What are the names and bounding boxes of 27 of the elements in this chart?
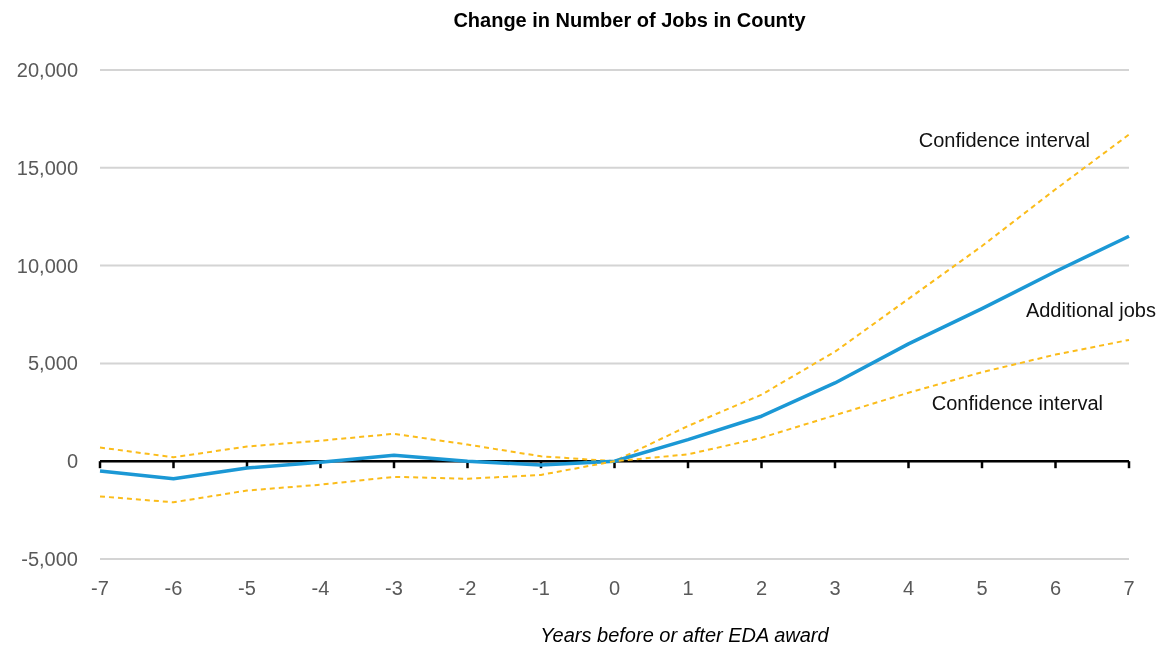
series-label: Confidence interval [931, 391, 1103, 414]
y-tick-label: 5,000 [27, 352, 78, 375]
x-tick-label: 0 [608, 577, 621, 599]
y-tick-label: 10,000 [16, 254, 78, 277]
x-tick-label: -3 [385, 577, 403, 599]
y-tick-label: 15,000 [16, 156, 78, 179]
x-tick-label: -7 [91, 577, 109, 599]
x-axis-title: Years before or after EDA award [540, 624, 830, 646]
line-series [99, 338, 1130, 504]
series-label: Confidence interval [918, 128, 1090, 151]
x-tick-label: 6 [1049, 577, 1062, 599]
x-tick-label: 3 [829, 577, 841, 599]
chart-title: Change in Number of Jobs in County [453, 9, 807, 31]
x-tick-label: 7 [1123, 577, 1135, 599]
x-tick-label: -2 [458, 577, 477, 599]
x-tick-label: -5 [238, 577, 256, 599]
x-tick-label: 2 [755, 577, 768, 599]
x-tick-label: 1 [682, 577, 694, 599]
x-tick-label: -1 [532, 577, 550, 599]
y-tick-label: -5,000 [21, 548, 78, 570]
y-tick-label: 20,000 [16, 59, 78, 81]
y-tick-label: 0 [66, 450, 78, 473]
series-label: Additional jobs [1025, 299, 1156, 322]
x-tick-label: -6 [164, 577, 183, 599]
x-tick-label: 4 [902, 577, 915, 599]
x-tick-label: -4 [311, 577, 330, 599]
x-tick-label: 5 [976, 577, 988, 599]
